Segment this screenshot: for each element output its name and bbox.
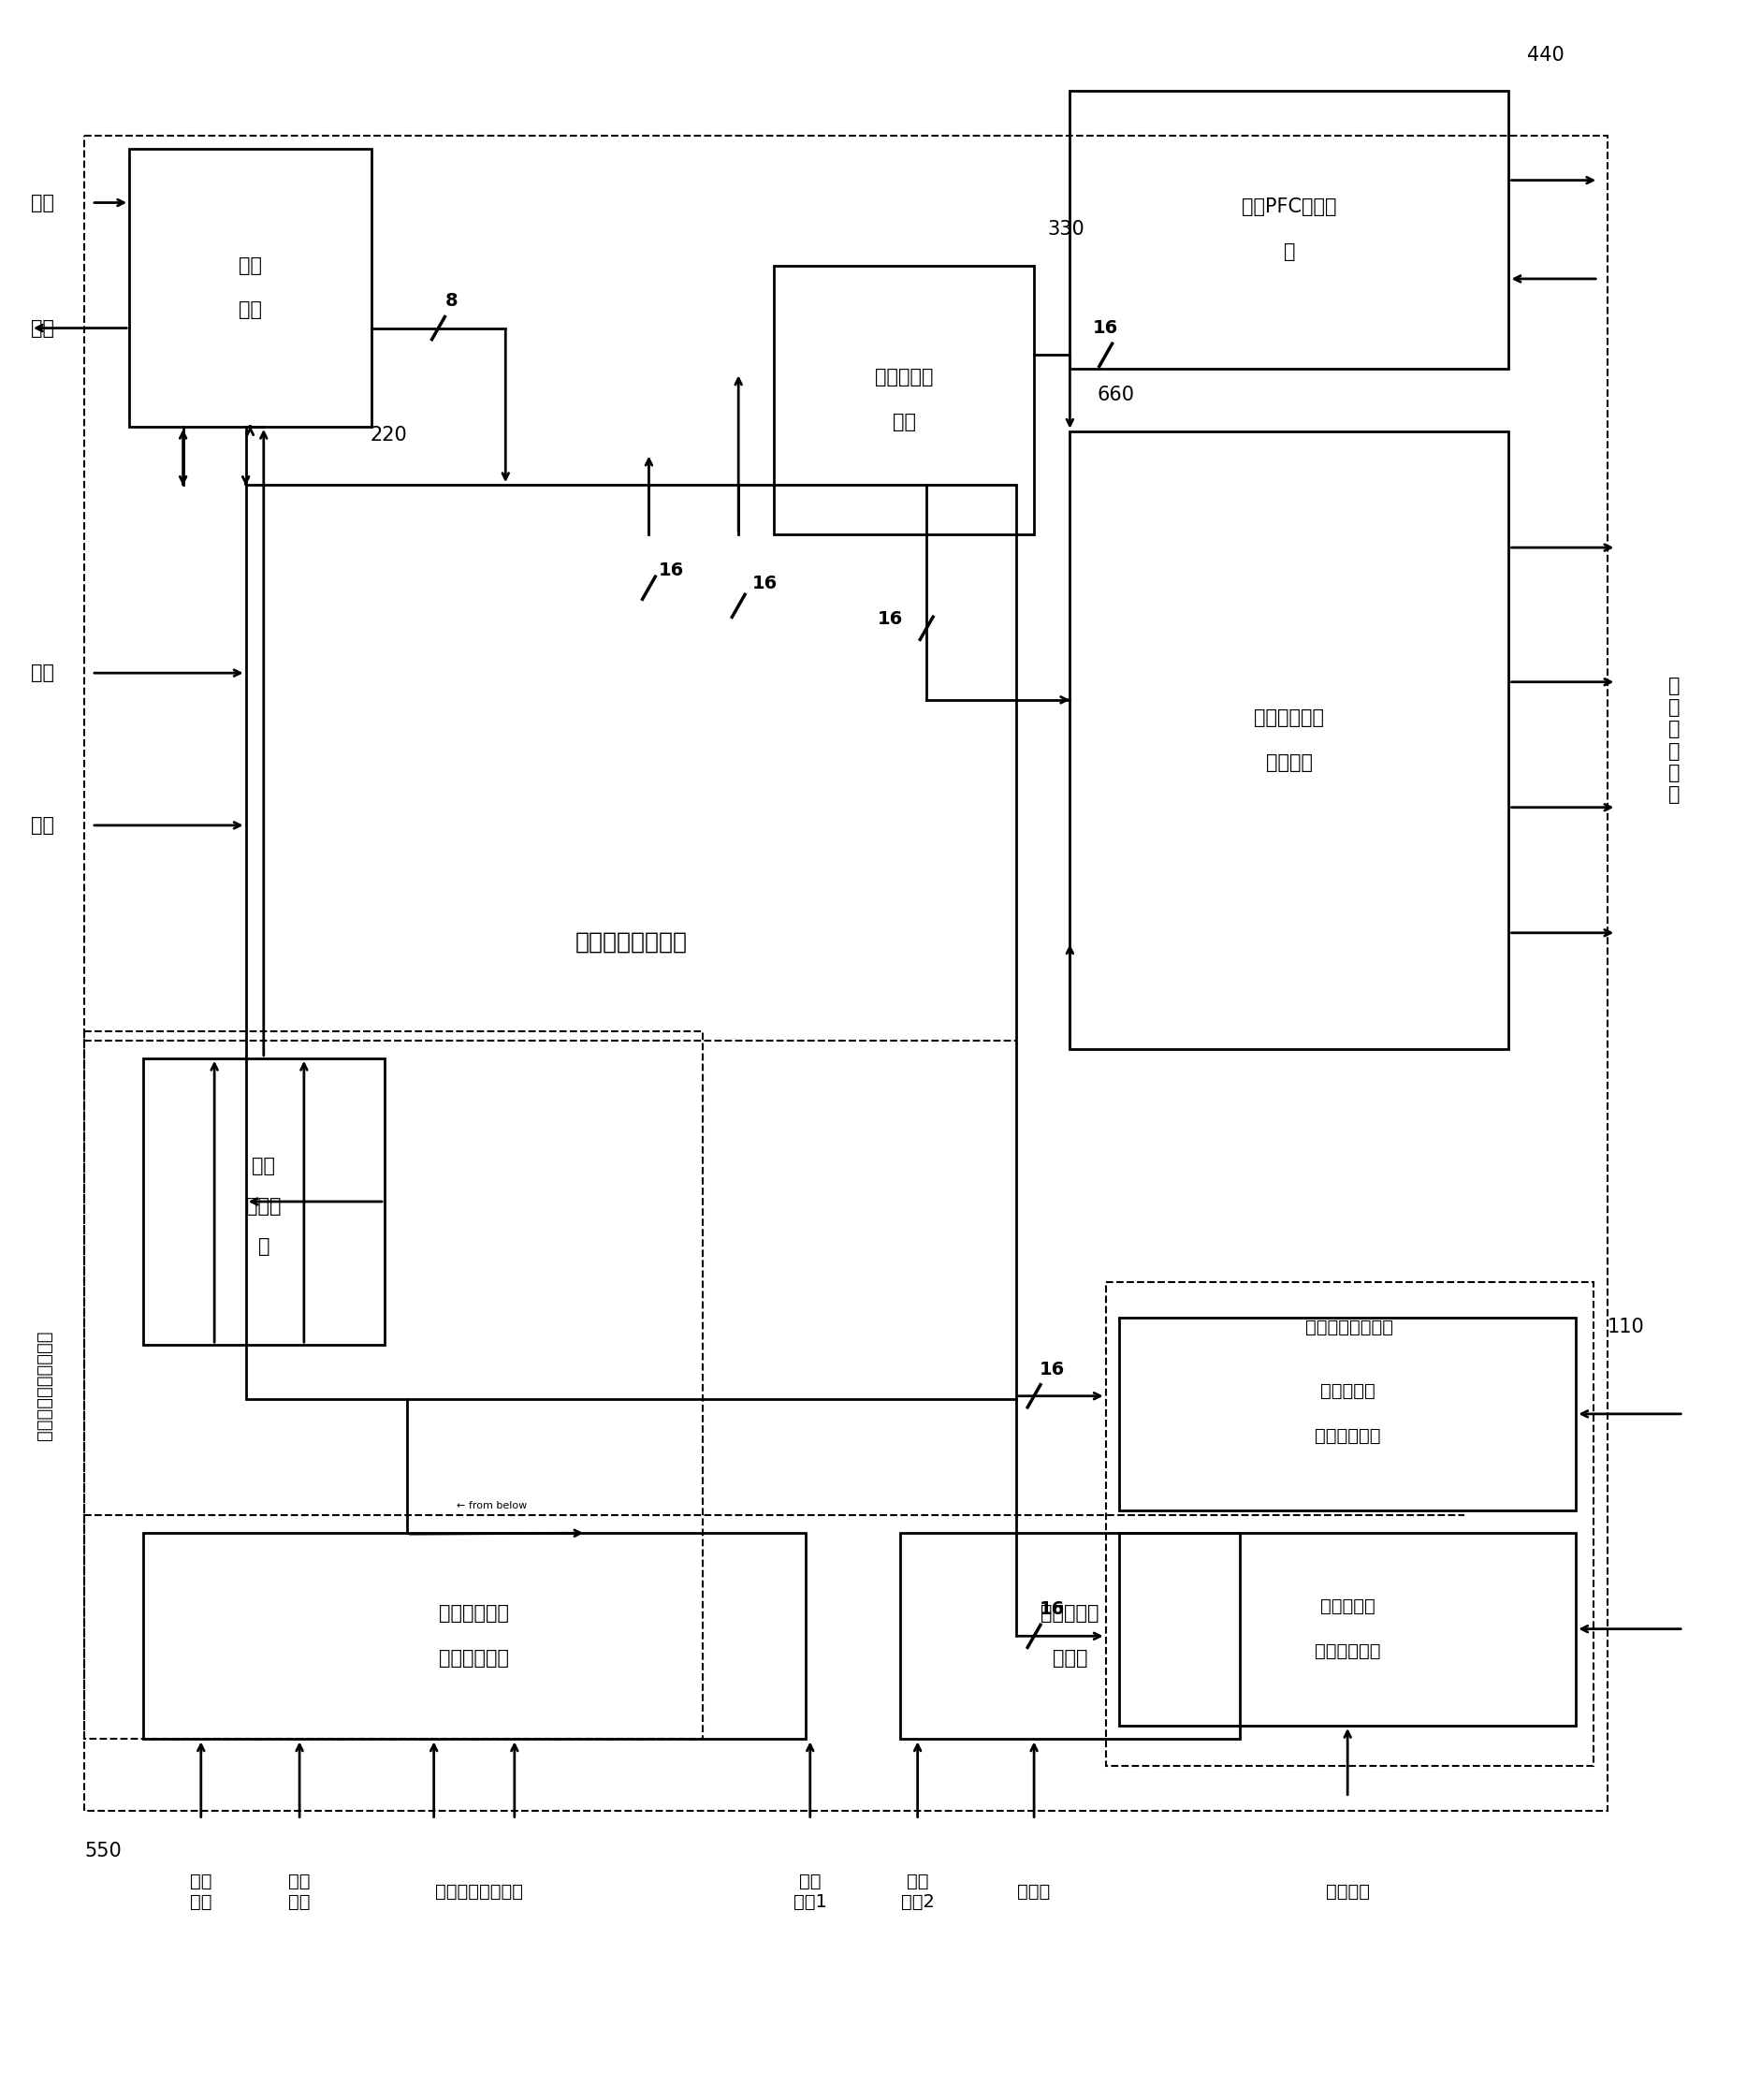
Text: 第二相电流: 第二相电流 [1319, 1598, 1374, 1615]
Text: 采样控制单元: 采样控制单元 [1314, 1428, 1381, 1445]
Text: 16: 16 [1039, 1600, 1064, 1619]
Text: 电流采样恢复模块: 电流采样恢复模块 [1305, 1319, 1393, 1336]
Text: 8: 8 [446, 292, 458, 311]
Text: 16: 16 [1039, 1361, 1064, 1378]
Text: 220: 220 [370, 426, 407, 445]
Text: 多路控制选: 多路控制选 [1041, 1604, 1099, 1623]
Text: 选择
信号1: 选择 信号1 [792, 1873, 826, 1911]
Text: ← from below: ← from below [456, 1502, 527, 1510]
Text: 通讯: 通讯 [238, 256, 262, 275]
Text: 110: 110 [1606, 1317, 1643, 1336]
Text: 550: 550 [85, 1842, 122, 1861]
Text: 接收: 接收 [30, 193, 55, 212]
Text: 330: 330 [1048, 220, 1085, 239]
Text: 坐标逆变换: 坐标逆变换 [875, 368, 933, 386]
Text: 时钟: 时钟 [30, 664, 55, 682]
Text: 故障
信号: 故障 信号 [190, 1873, 211, 1911]
Text: 择单元: 择单元 [1051, 1648, 1087, 1667]
Text: 六
路
开
关
信
号: 六 路 开 关 信 号 [1668, 676, 1680, 804]
Text: 660: 660 [1095, 386, 1134, 405]
Text: 信号灯: 信号灯 [1018, 1882, 1050, 1900]
Text: 第一相电流: 第一相电流 [1319, 1382, 1374, 1401]
Text: 串行
数据: 串行 数据 [289, 1873, 310, 1911]
Text: 空间矢量脉宽: 空间矢量脉宽 [1254, 708, 1324, 727]
Text: 模块: 模块 [893, 414, 916, 430]
Text: 元: 元 [257, 1237, 269, 1256]
Text: 发送: 发送 [30, 319, 55, 338]
Text: 检测单: 检测单 [247, 1197, 282, 1216]
Text: 16: 16 [659, 561, 683, 580]
Text: 过流过压过温保护模块: 过流过压过温保护模块 [35, 1329, 53, 1441]
Text: 16: 16 [752, 575, 778, 592]
Text: 复位: 复位 [30, 817, 55, 834]
Text: 采样控制单元: 采样控制单元 [1314, 1642, 1381, 1661]
Text: 过流信号: 过流信号 [1324, 1882, 1368, 1900]
Text: 选择
信号2: 选择 信号2 [900, 1873, 933, 1911]
Text: 采样控制接口: 采样控制接口 [438, 1648, 509, 1667]
Text: 过温过压过流: 过温过压过流 [438, 1604, 509, 1623]
Text: 有源PFC控制模: 有源PFC控制模 [1242, 197, 1337, 216]
Text: 16: 16 [1092, 319, 1118, 336]
Text: 块: 块 [1282, 244, 1294, 260]
Text: 440: 440 [1527, 46, 1564, 65]
Text: 串行时钟转换信号: 串行时钟转换信号 [435, 1882, 523, 1900]
Text: 接口: 接口 [238, 300, 262, 319]
Text: 故障: 故障 [252, 1157, 275, 1176]
Text: 调制模块: 调制模块 [1266, 754, 1312, 773]
Text: 16: 16 [877, 611, 903, 628]
Text: 闭环反馈控制模块: 闭环反馈控制模块 [574, 930, 687, 953]
